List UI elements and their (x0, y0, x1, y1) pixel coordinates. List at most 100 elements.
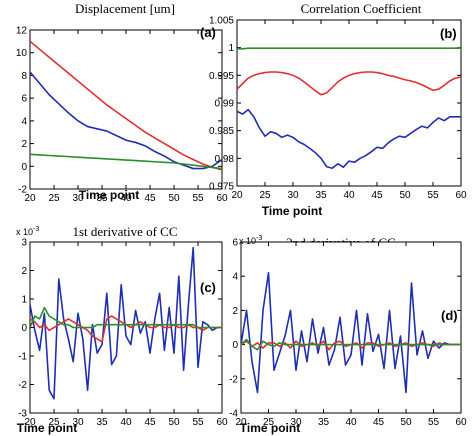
panel-a-label: (a) (200, 25, 216, 40)
panel-a-xtick-label: 20 (24, 193, 36, 204)
panel-b-ytick-label: 1 (228, 43, 234, 54)
panel-a-xtick-label: 45 (144, 193, 156, 204)
panel-c: 1st derivative of CC 20 25 30 35 40 45 50 55 60-… (16, 224, 228, 435)
panel-b-series-line-2 (237, 71, 461, 96)
panel-a-title: Displacement [um] (75, 1, 175, 16)
panel-d-xtick-label: 40 (345, 417, 357, 428)
panel-c-ytick-label: 3 (21, 238, 27, 249)
panel-b-xtick-label: 60 (455, 190, 467, 201)
panel-d-y-exponent: x 10-3 (239, 235, 262, 246)
panel-a-xtick-label: 35 (96, 193, 108, 204)
panel-c-xtick-label: 35 (96, 417, 108, 428)
panel-d-ytick-label: -4 (229, 409, 238, 420)
panel-d-exp-power: -3 (256, 235, 262, 242)
panel-c-xtick-label: 55 (192, 417, 204, 428)
panel-d-xtick-label: 25 (263, 417, 275, 428)
panel-c-plot-area: 20 25 30 35 40 45 50 55 60 -3 -2 -1 0 1 2 3 (18, 238, 228, 429)
panel-a-ytick-label: 12 (16, 26, 28, 37)
panel-a-series-line-1 (30, 40, 222, 171)
panel-c-ytick-label: -2 (18, 380, 27, 391)
panel-d-label: (d) (441, 308, 458, 323)
panel-a-series-line-2 (30, 71, 222, 170)
panel-d-xtick-label: 30 (290, 417, 302, 428)
panel-c-xtick-label: 50 (168, 417, 180, 428)
panel-a-xtick-label: 55 (192, 193, 204, 204)
panel-d-ytick-label: 4 (232, 272, 238, 283)
panel-a-xtick-label: 50 (168, 193, 180, 204)
panel-d-xtick-label: 60 (455, 417, 467, 428)
panel-a-xtick-label: 25 (48, 193, 60, 204)
panel-a-xtick-label: 60 (216, 193, 228, 204)
panel-d-ytick-label: 0 (232, 340, 238, 351)
panel-a-ytick-label: -2 (18, 185, 27, 196)
panel-a-plot-area: 20 25 30 35 40 45 50 55 60 -2 0 2 4 6 8 10 12 (16, 26, 228, 205)
panel-d-xtick-label: 50 (400, 417, 412, 428)
panel-c-xtick-label: 30 (72, 417, 84, 428)
panel-c-ytick-label: -1 (18, 352, 27, 363)
panel-d-xtick-label: 45 (373, 417, 385, 428)
panel-c-ytick-label: 0 (21, 323, 27, 334)
panel-c-ytick-label: 2 (21, 266, 27, 277)
panel-b-ytick-label: 0.99 (215, 99, 235, 110)
panel-b-ytick-label: 0.985 (209, 126, 234, 137)
panel-a-frame (29, 29, 223, 190)
panel-a-series-line-3 (30, 153, 222, 170)
panel-b: Correlation Coefficient 20 25 30 35 40 45 50 55… (209, 1, 467, 218)
panel-a-ytick-label: 0 (21, 162, 27, 173)
panel-b-ytick-label: 1.005 (209, 16, 234, 27)
panel-b-xlabel: Time point (262, 204, 322, 218)
panel-d-series-line-3 (241, 338, 461, 351)
panel-b-title: Correlation Coefficient (301, 1, 422, 16)
panel-d-xtick-label: 55 (428, 417, 440, 428)
panel-c-series-line-3 (30, 306, 222, 329)
panel-b-ytick-label: 0.98 (215, 154, 235, 165)
panel-c-exp-base: x 10 (16, 227, 33, 237)
panel-a-xtick-label: 40 (120, 193, 132, 204)
panel-d-xlabel: Time point (240, 421, 300, 435)
panel-a-ytick-label: 6 (21, 94, 27, 105)
panel-d-ytick-label: 6 (232, 238, 238, 249)
panel-d: 2nd derivative of CC 202530354045505560-… (229, 235, 467, 435)
panel-b-xtick-label: 20 (231, 190, 243, 201)
panel-a-ytick-label: 2 (21, 139, 27, 150)
panel-b-label: (b) (440, 26, 457, 41)
panel-d-exp-base: x 10 (239, 236, 256, 246)
panel-d-ytick-label: -2 (229, 374, 238, 385)
panel-c-xtick-label: 25 (48, 417, 60, 428)
panel-c-series-line-1 (30, 246, 222, 400)
panel-b-xtick-label: 30 (287, 190, 299, 201)
panel-b-ytick-label: 0.995 (209, 71, 234, 82)
panel-d-xtick-label: 35 (318, 417, 330, 428)
panel-a-xlabel: Time point (79, 188, 139, 202)
panel-d-plot-area: 20 25 30 35 40 45 50 55 60 -4 -2 0 2 4 6 (229, 238, 467, 429)
panel-a-xtick-label: 30 (72, 193, 84, 204)
panel-b-ytick-label: 0.975 (209, 182, 234, 193)
panel-c-label: (c) (200, 280, 216, 295)
panel-a-ytick-label: 8 (21, 71, 27, 82)
panel-a: Displacement [um] 20 25 30 35 40 45 50 55 60 -2 0 2… (16, 1, 228, 204)
panel-c-xtick-label: 45 (144, 417, 156, 428)
panel-c-title: 1st derivative of CC (72, 224, 177, 239)
panel-b-xtick-label: 25 (259, 190, 271, 201)
panel-c-xtick-label: 20 (24, 417, 36, 428)
panel-d-xtick-label: 20 (235, 417, 247, 428)
panel-b-xtick-label: 35 (315, 190, 327, 201)
panel-d-ytick-label: 2 (232, 306, 238, 317)
panel-b-xtick-label: 50 (399, 190, 411, 201)
panel-c-ytick-label: 1 (21, 295, 27, 306)
panel-c-xtick-label: 60 (216, 417, 228, 428)
panel-a-ytick-label: 4 (21, 116, 27, 127)
panel-b-xtick-label: 55 (427, 190, 439, 201)
panel-c-y-exponent: x 10-3 (16, 226, 39, 237)
panel-c-exp-power: -3 (33, 226, 39, 233)
panel-b-xtick-label: 40 (343, 190, 355, 201)
panel-b-series-line-3 (237, 108, 461, 170)
panel-c-xtick-label: 40 (120, 417, 132, 428)
panel-b-series-line-1 (237, 47, 461, 50)
panel-b-plot-area: 20 25 30 35 40 45 50 55 600.9750.980.9850.990.99… (209, 16, 467, 202)
panel-d-series-line-1 (241, 271, 461, 394)
panel-c-ytick-label: -3 (18, 409, 27, 420)
panel-d-frame (240, 241, 462, 414)
panel-b-xtick-label: 45 (371, 190, 383, 201)
